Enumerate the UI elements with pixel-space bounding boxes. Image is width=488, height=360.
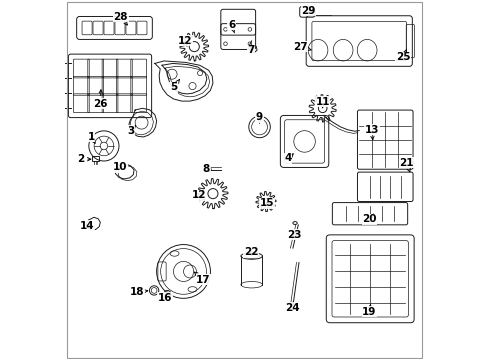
Text: 22: 22 xyxy=(243,247,258,257)
Text: 2: 2 xyxy=(77,154,91,164)
Text: 26: 26 xyxy=(93,90,107,109)
Text: 16: 16 xyxy=(157,293,172,303)
Text: 3: 3 xyxy=(126,126,135,136)
Bar xyxy=(92,156,99,161)
Text: 20: 20 xyxy=(361,214,376,224)
Text: 27: 27 xyxy=(292,42,310,51)
Text: 19: 19 xyxy=(362,305,376,317)
Text: 15: 15 xyxy=(259,198,273,208)
Text: 29: 29 xyxy=(301,6,315,16)
Text: 14: 14 xyxy=(80,221,95,231)
Text: 5: 5 xyxy=(169,80,179,93)
Text: 12: 12 xyxy=(178,36,192,46)
Text: 24: 24 xyxy=(285,302,299,313)
Text: 12: 12 xyxy=(191,190,205,200)
Text: 28: 28 xyxy=(113,12,128,25)
Text: 11: 11 xyxy=(315,97,329,108)
Text: 9: 9 xyxy=(256,112,263,123)
Text: 7: 7 xyxy=(247,45,254,55)
Text: 23: 23 xyxy=(286,230,301,239)
Text: 4: 4 xyxy=(284,153,293,163)
Text: 6: 6 xyxy=(227,20,235,33)
Text: 21: 21 xyxy=(399,158,413,172)
Text: 10: 10 xyxy=(113,162,127,172)
Text: 17: 17 xyxy=(194,272,210,285)
Text: 13: 13 xyxy=(364,125,378,140)
Text: 18: 18 xyxy=(129,287,147,297)
Text: 1: 1 xyxy=(87,132,95,143)
Text: 25: 25 xyxy=(395,49,409,62)
Text: 8: 8 xyxy=(203,163,211,174)
Bar xyxy=(206,166,210,171)
